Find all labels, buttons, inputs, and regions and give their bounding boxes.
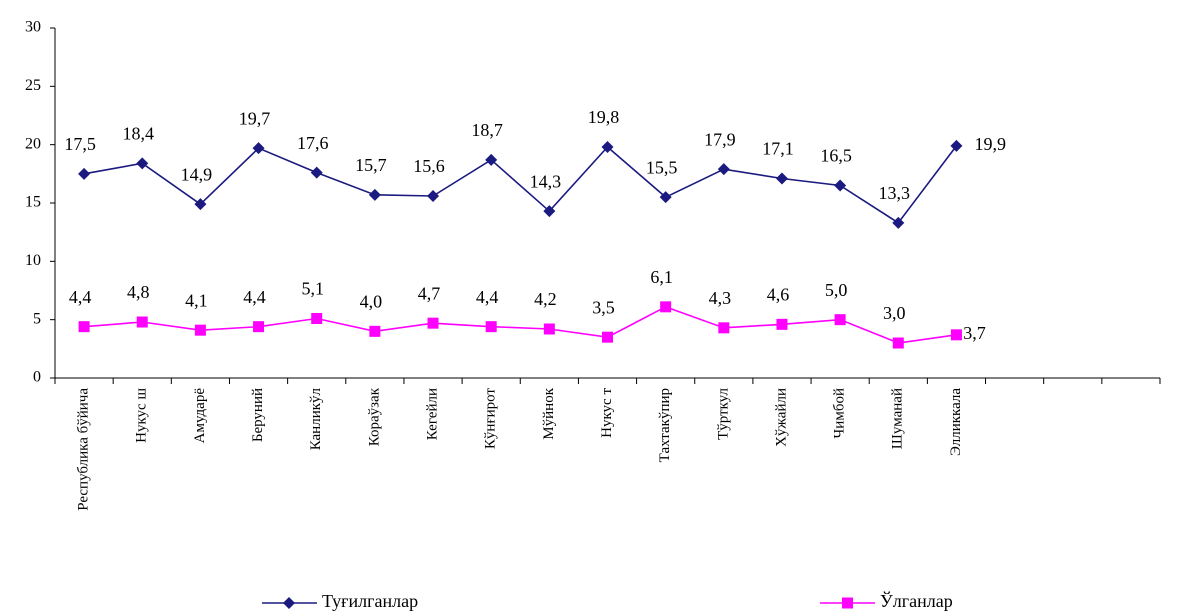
data-point [659, 191, 672, 204]
data-label: 18,4 [122, 123, 154, 143]
data-label: 19,9 [974, 134, 1006, 154]
data-point [718, 322, 730, 334]
data-label: 5,0 [825, 280, 848, 300]
data-label: 19,8 [588, 107, 620, 127]
x-tick-label: Нукус т [599, 388, 615, 438]
x-tick-label: Кораўзак [366, 387, 382, 446]
data-point [717, 163, 730, 176]
y-tick-label: 20 [25, 135, 41, 152]
data-point [78, 167, 91, 180]
y-tick-label: 30 [25, 19, 41, 36]
data-label: 17,5 [64, 134, 96, 154]
data-label: 15,5 [646, 157, 678, 177]
data-label: 4,4 [476, 287, 499, 307]
data-label: 4,4 [243, 287, 266, 307]
data-point [194, 324, 206, 336]
data-point [602, 331, 613, 343]
legend-label: Ўлганлар [880, 590, 953, 611]
data-point [543, 205, 556, 218]
data-label: 16,5 [820, 146, 852, 166]
data-point [834, 314, 846, 326]
data-point [543, 323, 555, 335]
data-label: 4,0 [360, 291, 383, 311]
series-line [84, 305, 957, 344]
legend-marker [283, 597, 295, 609]
x-tick-label: Мўйнок [541, 387, 557, 439]
data-point [892, 337, 904, 349]
data-label: 14,9 [181, 164, 213, 184]
y-tick-label: 0 [33, 369, 41, 386]
data-point [485, 153, 498, 166]
x-tick-label: Канликўл [308, 387, 324, 450]
data-label: 4,2 [534, 289, 557, 309]
y-tick-label: 25 [25, 77, 41, 94]
legend-label: Туғилганлар [322, 591, 418, 611]
data-label: 18,7 [471, 120, 503, 140]
series-line [83, 145, 958, 224]
data-label: 19,7 [239, 108, 271, 128]
x-tick-label: Хўжайли [773, 388, 789, 447]
data-point [310, 166, 323, 179]
data-label: 17,1 [762, 139, 794, 159]
data-label: 4,8 [127, 282, 150, 302]
x-tick-label: Кўнғирот [483, 388, 499, 450]
data-label: 6,1 [650, 267, 673, 287]
data-point [950, 329, 962, 341]
x-tick-label: Амударё [192, 388, 208, 444]
data-point [427, 190, 440, 202]
data-point [776, 318, 788, 330]
data-label: 17,6 [297, 133, 329, 153]
data-point [136, 157, 149, 170]
data-label: 4,3 [709, 288, 732, 308]
data-point [950, 139, 963, 152]
x-tick-label: Шуманай [890, 388, 906, 449]
legend-marker [842, 597, 853, 609]
data-label: 4,4 [69, 287, 92, 307]
x-tick-label: Нукус ш [134, 388, 150, 443]
y-tick-label: 5 [33, 310, 41, 327]
data-label: 15,6 [413, 156, 445, 176]
data-label: 4,6 [767, 284, 790, 304]
data-point [427, 317, 439, 329]
data-label: 5,1 [301, 279, 324, 299]
data-label: 3,7 [963, 323, 986, 343]
data-label: 3,0 [883, 303, 906, 323]
data-point [252, 142, 265, 155]
data-point [834, 179, 847, 192]
x-tick-label: Элликкала [948, 388, 964, 456]
data-point [368, 188, 381, 201]
data-point [601, 141, 614, 153]
data-point [253, 321, 265, 333]
data-label: 4,7 [418, 283, 441, 303]
data-point [485, 321, 497, 333]
data-label: 17,9 [704, 129, 736, 149]
data-label: 4,1 [185, 290, 208, 310]
data-point [311, 313, 323, 324]
data-point [775, 172, 788, 185]
data-point [136, 316, 148, 328]
x-tick-label: Беруний [250, 388, 266, 442]
data-point [78, 321, 90, 333]
x-tick-label: Чимбой [832, 388, 848, 438]
data-point [892, 216, 905, 229]
data-label: 13,3 [879, 183, 911, 203]
y-tick-label: 15 [25, 194, 41, 211]
x-tick-label: Тахтакўпир [657, 388, 673, 462]
x-tick-label: Кегейли [424, 388, 440, 440]
data-label: 15,7 [355, 155, 387, 175]
data-point [369, 325, 381, 337]
data-label: 3,5 [592, 297, 615, 317]
data-point [660, 301, 672, 313]
x-tick-label: Республика бўйича [76, 388, 92, 511]
data-point [194, 198, 207, 211]
y-tick-label: 10 [25, 252, 41, 269]
data-label: 14,3 [530, 171, 562, 191]
x-tick-label: Тўрткул [715, 387, 731, 439]
